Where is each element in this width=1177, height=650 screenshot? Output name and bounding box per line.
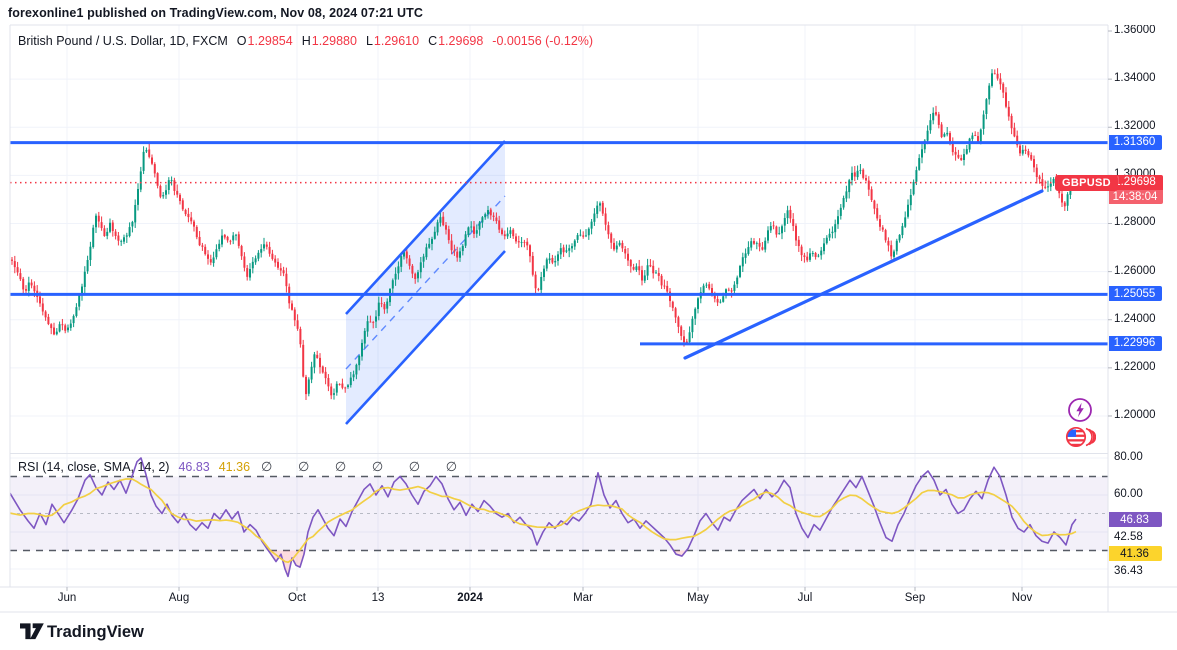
bar-countdown: 14:38:04 <box>1109 189 1163 204</box>
price-tick-label: 1.26000 <box>1114 264 1156 277</box>
price-tick-label: 1.22000 <box>1114 360 1156 373</box>
economic-calendar-button[interactable] <box>1064 424 1097 455</box>
level-price-label: 1.22996 <box>1109 335 1162 351</box>
rsi-sma-value: 41.36 <box>218 460 251 474</box>
rsi-pane <box>10 457 1108 578</box>
price-tick-label: 1.36000 <box>1114 25 1156 37</box>
symbol-price-tag: GBPUSD <box>1055 175 1118 191</box>
ohlc-close: C 1.29698 <box>428 34 484 48</box>
time-tick-label: Jun <box>57 592 77 604</box>
time-tick-label: Nov <box>1011 592 1033 604</box>
ohlc-low: L 1.29610 <box>365 34 420 48</box>
rsi-tick-label: 60.00 <box>1114 488 1143 500</box>
time-axis[interactable]: Jun Aug Oct 13 2024 Mar May Jul Sep Nov <box>0 589 1177 611</box>
channel-lower-line <box>345 250 506 425</box>
pane-borders <box>0 24 1177 613</box>
rsi-empty-slots: ∅ ∅ ∅ ∅ ∅ ∅ <box>261 459 469 474</box>
price-tick-label: 1.20000 <box>1114 408 1156 421</box>
time-tick-label: Mar <box>573 592 593 604</box>
time-tick-label: 2024 <box>457 592 483 604</box>
rsi-sma-line <box>10 478 1077 564</box>
time-tick-label: Aug <box>168 592 190 604</box>
time-tick-label: 13 <box>371 592 385 604</box>
published-byline: forexonline1 published on TradingView.co… <box>8 6 423 20</box>
change-value: -0.00156 (-0.12%) <box>492 34 594 48</box>
price-tick-label: 1.24000 <box>1114 312 1156 325</box>
price-pane <box>10 68 1108 425</box>
level-price-label: 1.25055 <box>1109 286 1162 302</box>
lightning-icon <box>1068 398 1092 422</box>
rsi-tick-label: 42.58 <box>1114 531 1143 543</box>
channel-midline <box>345 195 506 370</box>
candlestick-series <box>11 68 1077 401</box>
tradingview-logo[interactable] <box>20 623 44 645</box>
ohlc-open: O 1.29854 <box>236 34 293 48</box>
rsi-value-label: 41.36 <box>1109 546 1162 561</box>
price-tick-label: 1.34000 <box>1114 72 1156 85</box>
rsi-value: 46.83 <box>178 460 210 474</box>
tradingview-brand-text[interactable]: TradingView <box>47 623 144 641</box>
time-tick-label: Jul <box>797 592 813 604</box>
ohlc-high: H 1.29880 <box>301 34 357 48</box>
flash-events-button[interactable] <box>1067 397 1093 428</box>
time-tick-label: May <box>687 592 709 604</box>
rsi-tick-label: 36.43 <box>1114 565 1143 577</box>
rsi-value-label: 46.83 <box>1109 512 1162 527</box>
rsi-oversold-area <box>673 550 687 557</box>
current-price-label: 1.29698 14:38:04 <box>1109 174 1163 204</box>
time-tick-label: Sep <box>904 592 926 604</box>
rsi-line <box>10 457 1077 578</box>
rsi-tick-label: 80.00 <box>1114 451 1143 463</box>
tradingview-logo-icon <box>20 623 44 640</box>
trendline <box>683 189 1044 360</box>
price-tick-label: 1.32000 <box>1114 120 1156 133</box>
time-tick-label: Oct <box>288 592 306 604</box>
price-tick-label: 1.28000 <box>1114 216 1156 229</box>
us-flag-icon <box>1065 426 1097 448</box>
current-price-value: 1.29698 <box>1109 174 1163 190</box>
channel-upper-line <box>345 140 506 315</box>
price-axis[interactable]: 1.360001.340001.320001.300001.280001.260… <box>1109 25 1177 587</box>
symbol-title: British Pound / U.S. Dollar, 1D, FXCM <box>18 34 228 48</box>
rsi-legend[interactable]: RSI (14, close, SMA, 14, 2) 46.83 41.36 … <box>18 459 468 475</box>
level-price-label: 1.31360 <box>1109 134 1162 150</box>
grid <box>10 25 1108 587</box>
rsi-title: RSI (14, close, SMA, 14, 2) <box>18 460 170 474</box>
